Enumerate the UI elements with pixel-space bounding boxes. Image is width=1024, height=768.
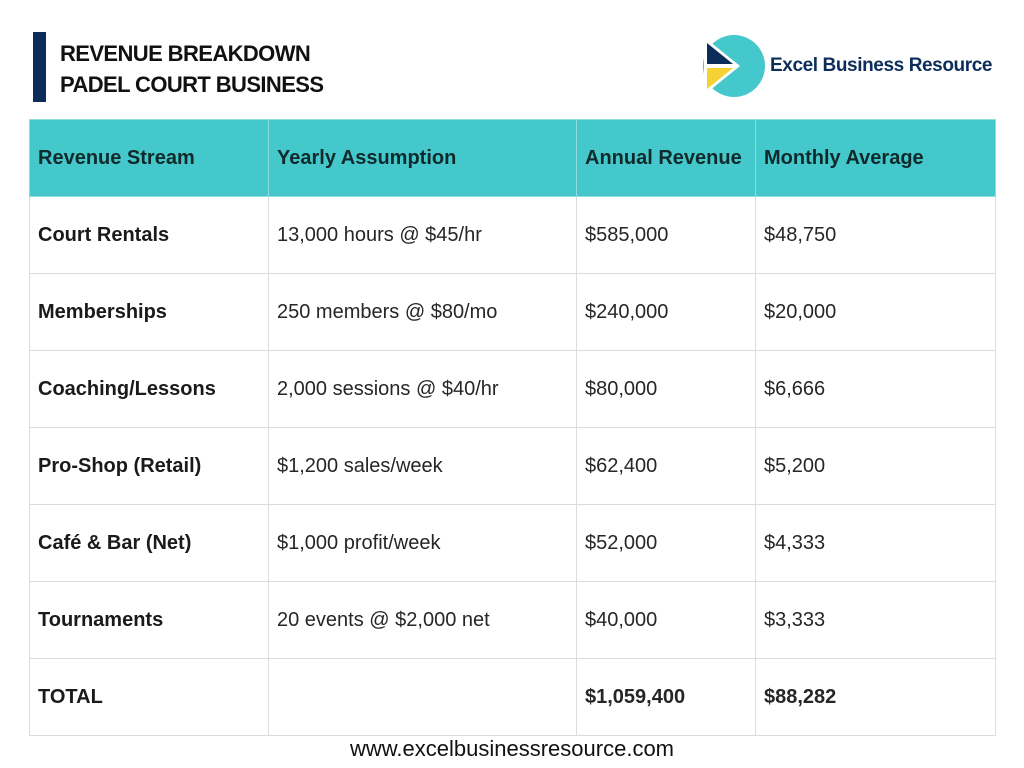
stream-cell: Court Rentals xyxy=(29,196,269,274)
stream-cell: Coaching/Lessons xyxy=(29,350,269,428)
title-line-2: PADEL COURT BUSINESS xyxy=(60,72,324,97)
arrow-circle-logo-icon xyxy=(703,35,765,97)
column-header: Revenue Stream xyxy=(29,119,269,197)
annual-cell: $62,400 xyxy=(576,427,756,505)
brand-logo: Excel Business Resource xyxy=(698,33,992,99)
monthly-cell: $20,000 xyxy=(755,273,996,351)
assumption-cell: $1,000 profit/week xyxy=(268,504,577,582)
page-title: REVENUE BREAKDOWN PADEL COURT BUSINESS xyxy=(60,38,324,100)
stream-cell: Memberships xyxy=(29,273,269,351)
stream-cell: Café & Bar (Net) xyxy=(29,504,269,582)
assumption-cell: 20 events @ $2,000 net xyxy=(268,581,577,659)
total-label: TOTAL xyxy=(29,658,269,736)
column-header: Yearly Assumption xyxy=(268,119,577,197)
annual-cell: $585,000 xyxy=(576,196,756,274)
column-header: Monthly Average xyxy=(755,119,996,197)
table-header-row: Revenue Stream Yearly Assumption Annual … xyxy=(29,119,996,197)
assumption-cell: $1,200 sales/week xyxy=(268,427,577,505)
title-line-1: REVENUE BREAKDOWN xyxy=(60,41,311,66)
monthly-cell: $6,666 xyxy=(755,350,996,428)
monthly-cell: $48,750 xyxy=(755,196,996,274)
monthly-cell: $4,333 xyxy=(755,504,996,582)
logo-text: Excel Business Resource xyxy=(770,55,993,76)
table-row: Court Rentals 13,000 hours @ $45/hr $585… xyxy=(29,196,996,274)
monthly-cell: $5,200 xyxy=(755,427,996,505)
assumption-cell: 2,000 sessions @ $40/hr xyxy=(268,350,577,428)
total-annual-cell: $1,059,400 xyxy=(576,658,756,736)
annual-cell: $80,000 xyxy=(576,350,756,428)
total-monthly-cell: $88,282 xyxy=(755,658,996,736)
total-row: TOTAL $1,059,400 $88,282 xyxy=(29,658,996,736)
table-row: Memberships 250 members @ $80/mo $240,00… xyxy=(29,273,996,351)
column-header: Annual Revenue xyxy=(576,119,756,197)
table-row: Café & Bar (Net) $1,000 profit/week $52,… xyxy=(29,504,996,582)
monthly-cell: $3,333 xyxy=(755,581,996,659)
assumption-cell: 13,000 hours @ $45/hr xyxy=(268,196,577,274)
table-row: Tournaments 20 events @ $2,000 net $40,0… xyxy=(29,581,996,659)
assumption-cell: 250 members @ $80/mo xyxy=(268,273,577,351)
total-assumption-cell xyxy=(268,658,577,736)
annual-cell: $240,000 xyxy=(576,273,756,351)
revenue-table: Revenue Stream Yearly Assumption Annual … xyxy=(29,119,996,736)
footer-url: www.excelbusinessresource.com xyxy=(349,736,675,761)
annual-cell: $52,000 xyxy=(576,504,756,582)
table-row: Coaching/Lessons 2,000 sessions @ $40/hr… xyxy=(29,350,996,428)
title-accent-bar xyxy=(33,32,46,102)
stream-cell: Pro-Shop (Retail) xyxy=(29,427,269,505)
stream-cell: Tournaments xyxy=(29,581,269,659)
table-row: Pro-Shop (Retail) $1,200 sales/week $62,… xyxy=(29,427,996,505)
annual-cell: $40,000 xyxy=(576,581,756,659)
